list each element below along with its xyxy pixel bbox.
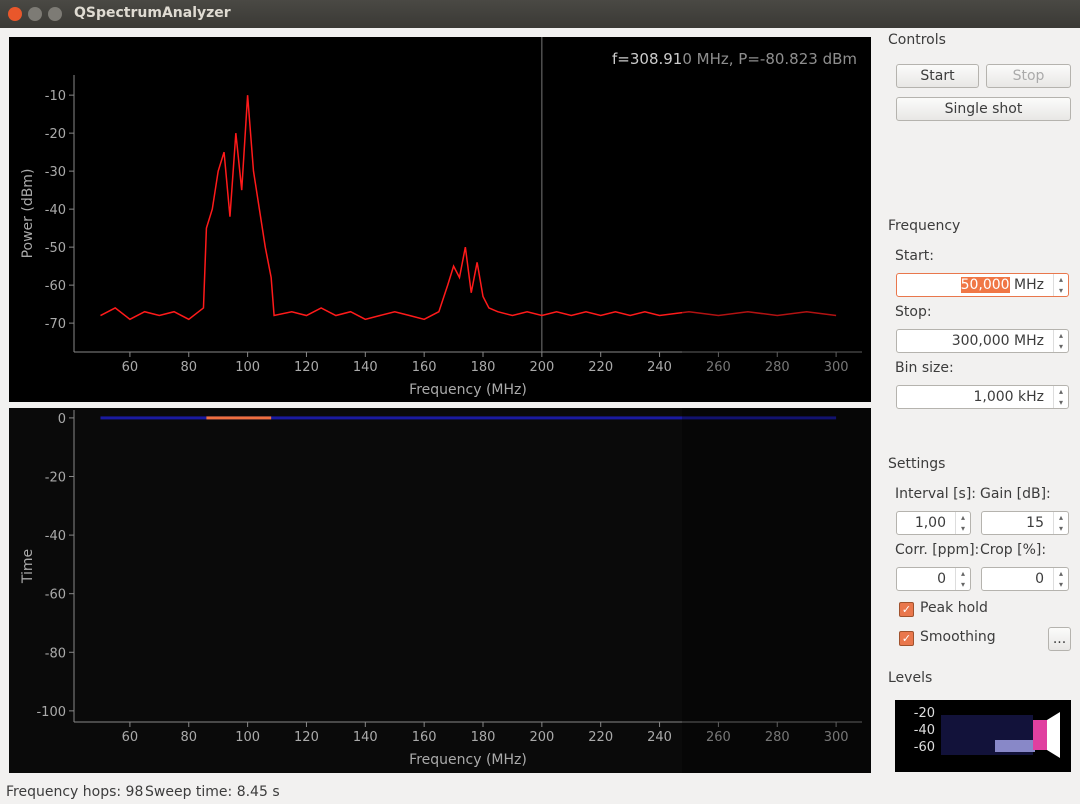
y-tick-label: -60: [45, 588, 66, 603]
settings-title: Settings: [888, 456, 946, 472]
start-unit: MHz: [1014, 277, 1044, 293]
window-title: QSpectrumAnalyzer: [74, 5, 231, 21]
y-tick-label: -20: [45, 127, 66, 142]
y-tick-label: -40: [45, 529, 66, 544]
x-tick-label: 220: [588, 730, 613, 745]
x-tick-label: 200: [529, 360, 554, 375]
y-tick-label: -60: [45, 279, 66, 294]
cursor-readout: f=308.910 MHz, P=-80.823 dBm: [612, 50, 857, 68]
frequency-title: Frequency: [888, 218, 961, 234]
x-tick-label: 120: [294, 360, 319, 375]
single-shot-button[interactable]: Single shot: [896, 97, 1071, 121]
levels-widget: -20 -40 -60: [895, 700, 1071, 772]
y-tick-label: -70: [45, 317, 66, 332]
stop-input[interactable]: 300,000 MHz: [896, 329, 1069, 353]
x-tick-label: 280: [765, 730, 790, 745]
x-tick-label: 240: [647, 730, 672, 745]
shade-overlay: [682, 37, 871, 402]
peak-hold-checkbox[interactable]: ✓: [899, 602, 914, 617]
shade-overlay: [682, 408, 871, 773]
waterfall-plot: 60 80 100 120 140 160 180 200 220 240 260 280 300 0 -2…: [9, 408, 871, 773]
levels-histogram: [995, 740, 1035, 752]
smoothing-options-button[interactable]: ...: [1048, 627, 1071, 651]
status-hops: Frequency hops: 98: [6, 784, 144, 800]
y-tick-label: -10: [45, 89, 66, 104]
x-tick-label: 100: [235, 730, 260, 745]
y-tick-label: -40: [45, 203, 66, 218]
x-tick-label: 120: [294, 730, 319, 745]
interval-label: Interval [s]:: [895, 486, 976, 502]
y-tick-label: -80: [45, 646, 66, 661]
start-input[interactable]: 50,000 MHz: [896, 273, 1069, 297]
spectrum-line: [100, 95, 837, 321]
x-tick-label: 260: [706, 730, 731, 745]
status-sweep: Sweep time: 8.45 s: [145, 784, 280, 800]
crop-label: Crop [%]:: [980, 542, 1047, 558]
x-axis-label: Frequency (MHz): [409, 752, 527, 768]
x-tick-label: 200: [529, 730, 554, 745]
title-bar: QSpectrumAnalyzer: [0, 0, 1080, 28]
x-tick-label: 240: [647, 360, 672, 375]
y-axis-label: Time: [20, 549, 36, 584]
gain-input[interactable]: 15: [981, 511, 1069, 535]
bin-label: Bin size:: [895, 360, 954, 376]
stop-button[interactable]: Stop: [986, 64, 1071, 88]
y-tick-label: 0: [58, 412, 66, 427]
x-tick-label: 180: [471, 730, 496, 745]
x-tick-label: 280: [765, 360, 790, 375]
levels-gradient: [1033, 720, 1047, 750]
x-tick-label: 100: [235, 360, 260, 375]
x-tick-label: 160: [412, 730, 437, 745]
x-tick-label: 140: [353, 730, 378, 745]
bin-input[interactable]: 1,000 kHz: [896, 385, 1069, 409]
y-tick-label: -20: [45, 471, 66, 486]
start-button[interactable]: Start: [896, 64, 979, 88]
x-tick-label: 160: [412, 360, 437, 375]
gain-label: Gain [dB]:: [980, 486, 1051, 502]
levels-handle[interactable]: [1047, 712, 1060, 758]
waterfall-row: [100, 416, 837, 420]
close-button[interactable]: [8, 7, 22, 21]
peak-hold-label: Peak hold: [920, 600, 988, 616]
smoothing-label: Smoothing: [920, 629, 996, 645]
x-tick-label: 220: [588, 360, 613, 375]
levels-tick-label: -40: [914, 723, 935, 738]
controls-title: Controls: [888, 32, 946, 48]
maximize-button[interactable]: [48, 7, 62, 21]
y-tick-label: -100: [36, 705, 66, 720]
crop-input[interactable]: 0: [981, 567, 1069, 591]
x-tick-label: 80: [180, 360, 197, 375]
y-tick-label: -50: [45, 241, 66, 256]
waterfall-hot: [206, 416, 272, 420]
start-label: Start:: [895, 248, 934, 264]
x-tick-label: 180: [471, 360, 496, 375]
x-axis-label: Frequency (MHz): [409, 382, 527, 398]
stop-label: Stop:: [895, 304, 932, 320]
y-tick-label: -30: [45, 165, 66, 180]
smoothing-checkbox[interactable]: ✓: [899, 631, 914, 646]
interval-input[interactable]: 1,00: [896, 511, 971, 535]
x-tick-label: 300: [824, 730, 849, 745]
minimize-button[interactable]: [28, 7, 42, 21]
spectrum-plot: 60 80 100 120 140 160 180 200 220 240 260 280 300 -10…: [9, 37, 871, 402]
corr-input[interactable]: 0: [896, 567, 971, 591]
levels-tick-label: -60: [914, 740, 935, 755]
x-tick-label: 80: [180, 730, 197, 745]
corr-label: Corr. [ppm]:: [895, 542, 980, 558]
x-tick-label: 300: [824, 360, 849, 375]
levels-title: Levels: [888, 670, 933, 686]
start-value: 50,000: [960, 277, 1010, 293]
y-axis-label: Power (dBm): [20, 169, 36, 259]
x-tick-label: 60: [122, 730, 139, 745]
x-tick-label: 260: [706, 360, 731, 375]
levels-tick-label: -20: [914, 706, 935, 721]
x-tick-label: 140: [353, 360, 378, 375]
x-tick-label: 60: [122, 360, 139, 375]
